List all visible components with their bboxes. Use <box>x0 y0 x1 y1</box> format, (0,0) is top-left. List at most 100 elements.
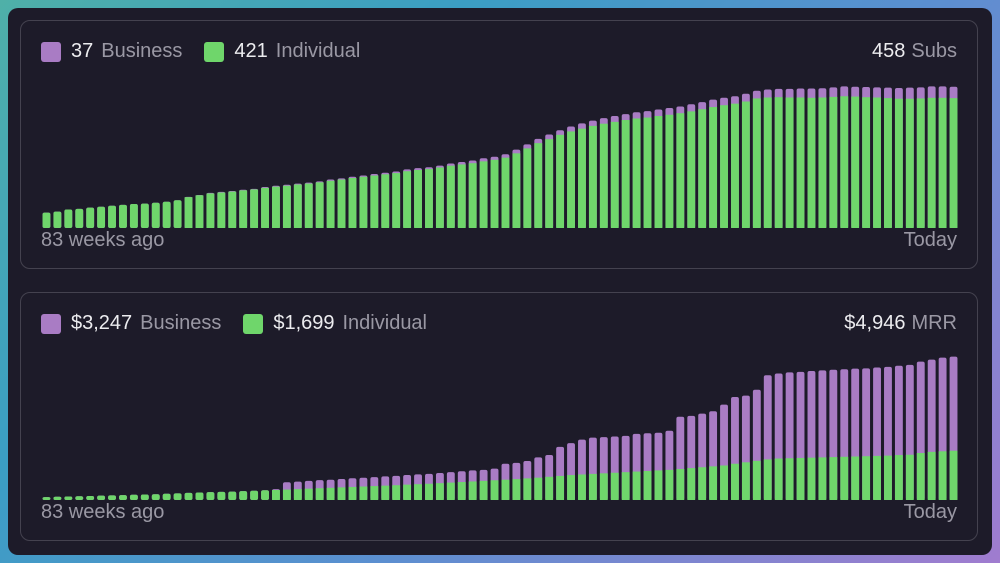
individual-bar <box>905 98 914 228</box>
individual-swatch-icon <box>243 313 264 334</box>
individual-bar <box>709 466 718 500</box>
individual-bar <box>894 98 903 228</box>
individual-bar <box>916 453 925 500</box>
individual-bar <box>512 479 521 500</box>
individual-bar <box>490 159 499 228</box>
individual-bar <box>873 455 881 500</box>
individual-bar <box>665 114 674 228</box>
individual-bar <box>425 483 433 500</box>
individual-bar <box>392 173 401 228</box>
individual-bar <box>807 97 816 228</box>
individual-bar <box>501 479 510 500</box>
individual-bar <box>643 117 652 228</box>
individual-bar <box>97 495 106 500</box>
individual-bar <box>720 465 728 500</box>
individual-bar <box>184 492 193 500</box>
individual-bar <box>304 183 313 228</box>
individual-bar <box>282 489 291 500</box>
individual-bar <box>184 197 193 228</box>
individual-bar <box>709 107 718 228</box>
individual-bar <box>654 470 663 500</box>
individual-bar <box>807 457 816 500</box>
individual-bar <box>752 98 761 228</box>
individual-bar <box>195 492 204 500</box>
individual-bar <box>53 496 62 500</box>
individual-bar <box>687 111 696 228</box>
individual-bar <box>304 488 313 500</box>
individual-bar <box>370 175 379 228</box>
individual-bar <box>261 490 269 500</box>
individual-bar <box>501 157 510 228</box>
individual-bar <box>905 454 914 500</box>
individual-bar <box>261 187 269 228</box>
individual-bar <box>392 485 401 500</box>
individual-bar <box>359 486 368 500</box>
individual-bar <box>741 462 750 500</box>
individual-bar <box>119 204 127 228</box>
individual-bar <box>151 494 160 500</box>
business-label: Business <box>140 312 222 334</box>
individual-bar <box>53 211 62 228</box>
individual-bar <box>64 209 73 228</box>
individual-bar <box>927 451 936 500</box>
individual-bar <box>337 179 346 228</box>
business-label: Business <box>101 40 183 62</box>
individual-bar <box>151 202 160 228</box>
individual-bar <box>86 207 95 228</box>
individual-bar <box>545 476 554 500</box>
individual-bar <box>414 484 422 500</box>
individual-bar <box>293 184 302 228</box>
individual-bar <box>818 457 827 500</box>
dashboard: 37 Business 421 Individual 458 Subs 83 we… <box>8 8 992 555</box>
business-swatch-icon <box>41 41 61 62</box>
individual-bar <box>446 165 455 228</box>
individual-bar <box>129 203 138 228</box>
individual-bar <box>938 97 947 228</box>
individual-bar <box>457 164 466 228</box>
individual-bar <box>873 97 881 228</box>
subs-total-value: 458 <box>872 40 906 62</box>
business-swatch-icon <box>41 313 61 334</box>
individual-bar <box>698 467 707 500</box>
individual-bar <box>599 473 608 500</box>
individual-bar <box>796 97 805 228</box>
individual-bar <box>687 468 696 500</box>
mrr-legend: $3,247 Business $1,699 Individual <box>41 312 449 335</box>
subs-card: 37 Business 421 Individual 458 Subs 83 we… <box>20 20 978 269</box>
individual-bar <box>228 491 237 500</box>
individual-bar <box>916 98 925 228</box>
individual-bar <box>282 185 291 228</box>
individual-bar <box>643 471 652 500</box>
individual-count: 421 <box>234 40 268 62</box>
individual-bar <box>785 97 794 228</box>
individual-bar <box>435 483 444 500</box>
individual-bar <box>75 208 84 228</box>
individual-bar <box>512 153 521 228</box>
individual-bar <box>42 212 51 228</box>
individual-bar <box>621 120 630 228</box>
business-count: 37 <box>71 40 94 62</box>
individual-bar <box>862 97 871 228</box>
individual-bar <box>774 458 783 500</box>
legend-business: 37 Business <box>41 40 182 63</box>
individual-mrr: $1,699 <box>273 312 335 334</box>
individual-bar <box>588 125 597 228</box>
individual-bar <box>829 96 838 228</box>
individual-bar <box>140 203 149 228</box>
individual-bar <box>654 116 663 228</box>
individual-bar <box>217 491 226 500</box>
individual-bar <box>720 105 728 228</box>
individual-swatch-icon <box>204 41 225 62</box>
individual-bar <box>556 475 565 500</box>
individual-bar <box>785 458 794 500</box>
individual-bar <box>578 128 586 228</box>
individual-label: Individual <box>275 40 361 62</box>
individual-bar <box>195 195 204 228</box>
individual-bar <box>829 457 838 500</box>
individual-bar <box>578 474 586 500</box>
individual-bar <box>381 485 390 500</box>
individual-bar <box>949 450 958 500</box>
individual-bar <box>272 490 280 500</box>
individual-bar <box>862 456 871 500</box>
